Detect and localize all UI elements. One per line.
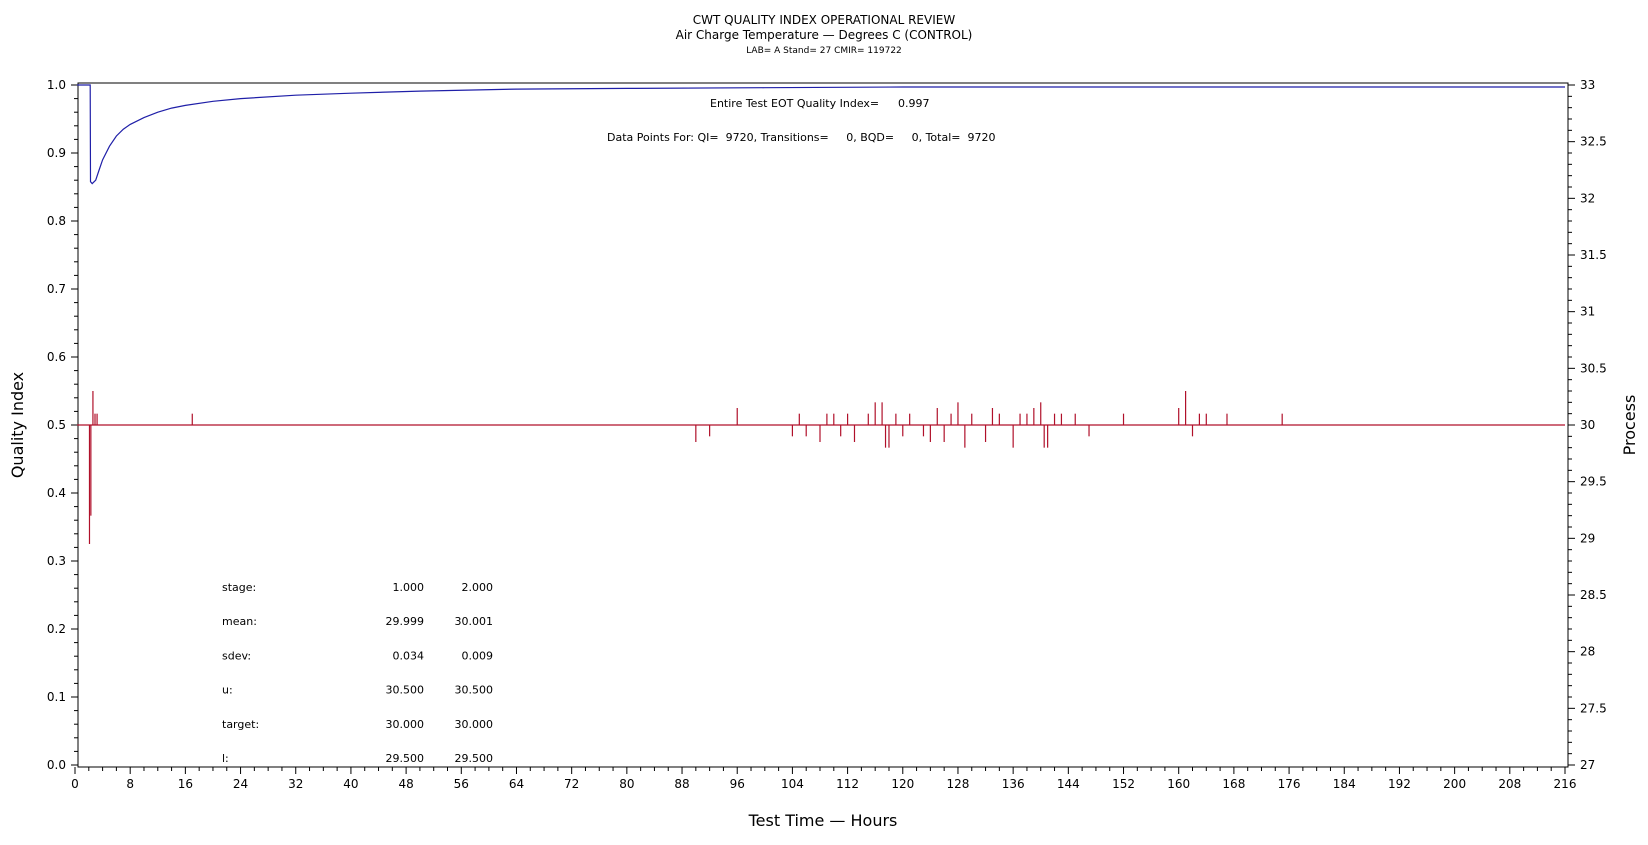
y2-tick-label: 32 (1580, 191, 1595, 205)
x-axis-title: Test Time — Hours (748, 811, 898, 830)
x-tick-label: 16 (178, 777, 193, 791)
x-tick-label: 160 (1167, 777, 1190, 791)
y-axis-title: Quality Index (8, 372, 27, 478)
x-tick-label: 80 (619, 777, 634, 791)
y-tick-label: 0.3 (47, 554, 66, 568)
y2-tick-label: 31.5 (1580, 248, 1607, 262)
stats-row-label: l: (222, 752, 229, 765)
stats-row-label: stage: (222, 581, 256, 594)
x-tick-label: 24 (233, 777, 248, 791)
x-tick-label: 88 (674, 777, 689, 791)
stats-row-stage1: 30.000 (386, 718, 425, 731)
x-tick-label: 176 (1278, 777, 1301, 791)
chart-subtitle: Air Charge Temperature — Degrees C (CONT… (676, 28, 973, 42)
y2-tick-label: 30 (1580, 418, 1595, 432)
y2-tick-label: 33 (1580, 78, 1595, 92)
stats-table: stage: 1.000 2.000 mean: 29.999 30.001 sdev: 0.… (222, 581, 493, 765)
y2-axis-title: Process (1620, 395, 1639, 456)
x-tick-label: 184 (1333, 777, 1356, 791)
stats-row-stage1: 29.999 (386, 615, 425, 628)
stats-row-stage2: 29.500 (455, 752, 494, 765)
x-tick-label: 208 (1498, 777, 1521, 791)
stats-row-stage1: 0.034 (393, 649, 425, 662)
eot-quality-value: 0.997 (898, 97, 930, 110)
x-tick-label: 64 (509, 777, 524, 791)
y2-tick-label: 30.5 (1580, 361, 1607, 375)
y2-tick-label: 27.5 (1580, 701, 1607, 715)
y2-tick-label: 28.5 (1580, 588, 1607, 602)
y-tick-label: 0.7 (47, 282, 66, 296)
stats-row-label: u: (222, 684, 233, 697)
stats-row-label: sdev: (222, 649, 251, 662)
stats-row-stage1: 30.500 (386, 684, 425, 697)
y2-tick-label: 32.5 (1580, 135, 1607, 149)
stats-row-stage2: 2.000 (462, 581, 494, 594)
x-tick-label: 200 (1443, 777, 1466, 791)
x-tick-label: 112 (836, 777, 859, 791)
x-tick-label: 48 (398, 777, 413, 791)
y2-tick-label: 29.5 (1580, 475, 1607, 489)
eot-quality-label: Entire Test EOT Quality Index= (710, 97, 879, 110)
stats-row-stage2: 0.009 (462, 649, 494, 662)
y-tick-label: 0.8 (47, 214, 66, 228)
x-tick-label: 168 (1222, 777, 1245, 791)
stats-row-stage1: 1.000 (393, 581, 425, 594)
x-tick-label: 96 (730, 777, 745, 791)
y-tick-label: 0.6 (47, 350, 66, 364)
stats-row-stage2: 30.001 (455, 615, 494, 628)
x-tick-label: 136 (1002, 777, 1025, 791)
x-tick-label: 8 (126, 777, 134, 791)
stats-row-stage2: 30.000 (455, 718, 494, 731)
x-tick-label: 104 (781, 777, 804, 791)
stats-row-stage2: 30.500 (455, 684, 494, 697)
chart-title: CWT QUALITY INDEX OPERATIONAL REVIEW (693, 13, 956, 27)
y2-tick-label: 29 (1580, 531, 1595, 545)
chart-subtitle-2: LAB= A Stand= 27 CMIR= 119722 (746, 46, 902, 56)
x-tick-label: 0 (71, 777, 79, 791)
series-layer (77, 84, 1565, 544)
y-tick-label: 0.2 (47, 622, 66, 636)
x-tick-label: 152 (1112, 777, 1135, 791)
x-tick-label: 56 (454, 777, 469, 791)
x-tick-label: 72 (564, 777, 579, 791)
y-axis-left: 0.0 0.1 0.2 0.3 0.4 0.5 0.6 0.7 0.8 0.9 1.0 (47, 78, 78, 772)
x-tick-label: 216 (1554, 777, 1577, 791)
x-tick-label: 40 (343, 777, 358, 791)
y-tick-label: 0.9 (47, 146, 66, 160)
y2-tick-label: 31 (1580, 305, 1595, 319)
x-tick-label: 192 (1388, 777, 1411, 791)
data-points-summary: Data Points For: QI= 9720, Transitions= … (607, 131, 995, 144)
x-tick-label: 144 (1057, 777, 1080, 791)
y-tick-label: 0.5 (47, 418, 66, 432)
x-tick-label: 128 (947, 777, 970, 791)
y-tick-label: 0.1 (47, 690, 66, 704)
y-tick-label: 0.0 (47, 758, 66, 772)
y2-tick-label: 27 (1580, 758, 1595, 772)
x-tick-label: 120 (891, 777, 914, 791)
y-axis-right: 27 27.5 28 28.5 29 29.5 30 30.5 31 31.5 32 32.5 33 (1568, 78, 1607, 772)
x-tick-label: 32 (288, 777, 303, 791)
stats-row-stage1: 29.500 (386, 752, 425, 765)
y2-tick-label: 28 (1580, 645, 1595, 659)
y-tick-label: 0.4 (47, 486, 66, 500)
stats-row-label: target: (222, 718, 259, 731)
y-tick-label: 1.0 (47, 78, 66, 92)
x-axis: 0 8 16 24 32 40 48 56 64 72 80 88 96 104 112 120 128 136 1… (71, 767, 1576, 791)
stats-row-label: mean: (222, 615, 257, 628)
quality-index-line (77, 84, 1565, 185)
